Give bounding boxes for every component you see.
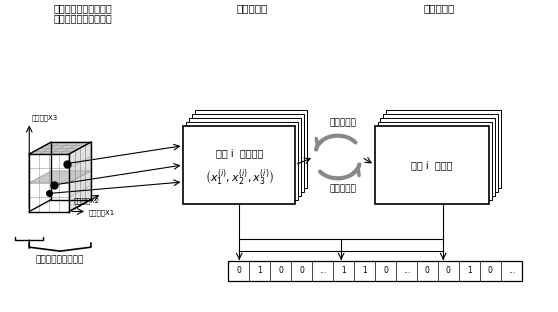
- Text: $\left(x_1^{(i)},x_2^{(i)},x_3^{(i)}\right)$: $\left(x_1^{(i)},x_2^{(i)},x_3^{(i)}\rig…: [205, 168, 274, 188]
- Text: 0: 0: [425, 266, 430, 275]
- Polygon shape: [51, 142, 91, 200]
- Text: 设计变量X3: 设计变量X3: [31, 115, 57, 121]
- Bar: [228, 261, 522, 281]
- Text: 1: 1: [467, 266, 472, 275]
- Text: 设计变量X1: 设计变量X1: [89, 209, 115, 216]
- Text: 个体 i  染色体: 个体 i 染色体: [411, 160, 453, 170]
- Bar: [195, 110, 307, 188]
- Polygon shape: [29, 142, 51, 212]
- Polygon shape: [29, 142, 91, 154]
- Text: 0: 0: [488, 266, 493, 275]
- Polygon shape: [29, 200, 91, 212]
- Text: 0: 0: [278, 266, 283, 275]
- Text: ...: ...: [403, 266, 410, 275]
- Text: 0: 0: [383, 266, 388, 275]
- Bar: [383, 115, 498, 192]
- Text: 个体 i  设计变量: 个体 i 设计变量: [215, 148, 263, 158]
- Bar: [387, 110, 501, 188]
- Text: ...: ...: [508, 266, 515, 275]
- Bar: [184, 126, 295, 203]
- Text: 1: 1: [341, 266, 346, 275]
- Text: ...: ...: [319, 266, 326, 275]
- Text: 0: 0: [446, 266, 451, 275]
- Polygon shape: [29, 171, 91, 183]
- Text: 染色体种群: 染色体种群: [424, 3, 455, 13]
- Polygon shape: [69, 142, 91, 212]
- Text: 内循环寻优搜索空间: 内循环寻优搜索空间: [36, 255, 84, 264]
- Bar: [381, 118, 495, 196]
- Text: 1: 1: [362, 266, 367, 275]
- Text: 二进制编码: 二进制编码: [329, 118, 356, 127]
- Bar: [193, 115, 304, 192]
- Text: 0: 0: [299, 266, 304, 275]
- Text: 内的拉丁立方投点情况: 内的拉丁立方投点情况: [54, 13, 112, 23]
- Text: 二进制解码: 二进制解码: [329, 185, 356, 194]
- Text: 设计点种群: 设计点种群: [237, 3, 268, 13]
- Bar: [190, 118, 301, 196]
- Bar: [186, 122, 298, 200]
- Polygon shape: [29, 154, 69, 212]
- Text: 1: 1: [257, 266, 262, 275]
- Bar: [374, 126, 489, 203]
- Text: 三维遗传算法寻优空间: 三维遗传算法寻优空间: [54, 3, 112, 13]
- Text: 设计变量X2: 设计变量X2: [74, 197, 100, 204]
- Bar: [378, 122, 492, 200]
- Text: 0: 0: [236, 266, 241, 275]
